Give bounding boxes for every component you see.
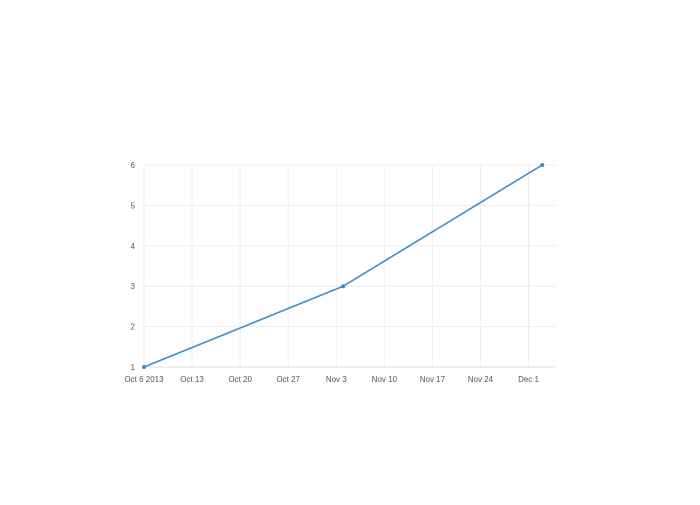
x-tick-label: Nov 24 (468, 375, 494, 384)
data-point[interactable] (540, 163, 545, 167)
grid-lines (143, 164, 556, 368)
x-tick-label: Nov 3 (326, 375, 347, 384)
x-tick-label: Oct 13 (180, 375, 204, 384)
y-tick-label: 5 (131, 201, 136, 210)
y-tick-label: 4 (131, 242, 136, 251)
y-tick-label: 1 (131, 363, 136, 372)
x-tick-label: Oct 27 (276, 375, 300, 384)
data-point[interactable] (341, 284, 346, 289)
series-layer (142, 163, 545, 369)
y-tick-label: 2 (131, 323, 136, 332)
x-tick-label: Oct 6 2013 (124, 375, 164, 384)
series-line (143, 164, 543, 368)
x-tick-label: Dec 1 (518, 375, 539, 384)
data-point[interactable] (142, 365, 146, 369)
y-axis-tick-labels: 1 2 3 4 5 6 (131, 161, 136, 372)
y-tick-label: 3 (131, 282, 136, 291)
x-tick-label: Nov 10 (372, 375, 398, 384)
y-tick-label: 6 (131, 161, 136, 170)
x-tick-label: Oct 20 (228, 375, 252, 384)
x-axis-tick-labels: Oct 6 2013 Oct 13 Oct 20 Oct 27 Nov 3 Nov 10 N… (124, 375, 539, 384)
x-tick-label: Nov 17 (420, 375, 446, 384)
